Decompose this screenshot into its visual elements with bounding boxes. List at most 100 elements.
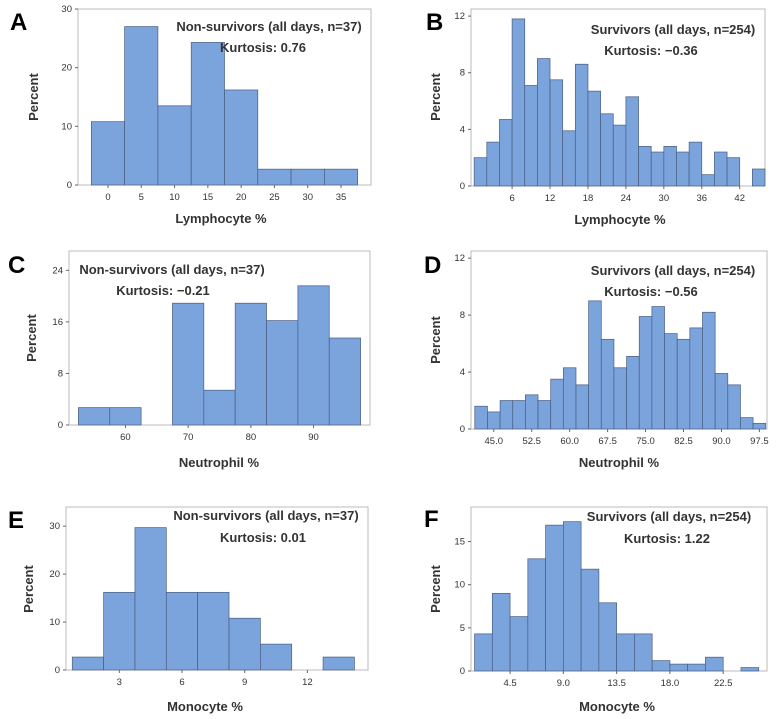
y-tick-label: 0 (460, 666, 465, 677)
histogram-bar (524, 85, 538, 187)
x-axis-label: Neutrophil % (579, 455, 660, 470)
x-tick-label: 52.5 (522, 436, 541, 447)
y-tick-label: 5 (460, 623, 465, 634)
histogram-bar (491, 592, 511, 672)
x-tick-label: 67.5 (598, 436, 617, 447)
x-axis-label: Monocyte % (579, 699, 655, 714)
x-axis-label: Neutrophil % (179, 455, 260, 470)
y-tick-label: 30 (61, 4, 72, 15)
panel-d: 0 4 8 12 45.0 52.5 60.0 67.5 75.0 82.5 90.0 97.5 D Su… (424, 250, 769, 470)
panel-letter: D (424, 252, 441, 279)
histogram-bar (550, 378, 564, 430)
y-tick-label: 12 (454, 11, 465, 22)
x-tick-label: 12 (545, 193, 556, 204)
histogram-bar (740, 417, 754, 430)
y-tick-label: 10 (61, 121, 72, 132)
panel-letter: E (8, 507, 24, 534)
x-tick-label: 3 (117, 677, 122, 688)
x-tick-label: 20 (236, 192, 247, 203)
x-tick-label: 35 (336, 192, 347, 203)
histogram-bar (625, 96, 639, 187)
panel-letter: F (424, 506, 439, 533)
kurtosis-annotation: Kurtosis: 1.22 (624, 531, 710, 546)
x-tick-label: 60.0 (560, 436, 579, 447)
panel-a: 0 10 20 30 0 5 10 15 20 25 30 35 A Non-survivors (all… (10, 4, 372, 226)
histogram-bar (124, 26, 159, 186)
histogram-bar (324, 168, 359, 186)
histogram-bar (134, 527, 167, 671)
histogram-bar (587, 90, 601, 187)
y-tick-label: 0 (55, 665, 60, 676)
histogram-bar (740, 667, 760, 672)
histogram-bar (613, 367, 627, 430)
histogram-bar (638, 316, 653, 430)
x-tick-label: 30 (302, 192, 313, 203)
panel-letter: B (426, 9, 443, 36)
histogram-bar (545, 524, 564, 672)
x-axis-label: Lymphocyte % (175, 211, 267, 226)
x-tick-label: 13.5 (607, 678, 626, 689)
x-tick-label: 15 (203, 192, 214, 203)
histogram-bar (562, 367, 577, 430)
y-axis-label: Percent (428, 315, 443, 363)
histogram-bar (638, 146, 652, 187)
histogram-bar (702, 311, 716, 430)
x-tick-label: 22.5 (714, 678, 733, 689)
histogram-bar (78, 407, 111, 426)
histogram-bar (165, 591, 199, 671)
x-tick-label: 42 (734, 193, 745, 204)
histogram-bar (598, 602, 617, 672)
x-tick-label: 9 (242, 677, 247, 688)
histogram-bar (322, 656, 355, 671)
kurtosis-annotation: Kurtosis: −0.56 (604, 284, 698, 299)
histogram-bar (705, 656, 724, 672)
x-tick-label: 4.5 (503, 678, 516, 689)
kurtosis-annotation: Kurtosis: −0.21 (116, 283, 210, 298)
histogram-bar (157, 105, 192, 186)
y-axis-label: Percent (428, 72, 443, 120)
histogram-bar (537, 400, 552, 430)
x-tick-label: 97.5 (750, 436, 769, 447)
histogram-bar (71, 656, 104, 671)
histogram-bar (537, 58, 551, 187)
x-axis-label: Monocyte % (167, 699, 243, 714)
panel-letter: C (8, 252, 25, 279)
histogram-bar (650, 151, 665, 187)
x-tick-label: 18 (583, 193, 594, 204)
x-tick-label: 30 (659, 193, 670, 204)
histogram-bar (562, 130, 576, 187)
histogram-bar (172, 302, 205, 426)
x-tick-label: 82.5 (674, 436, 693, 447)
histogram-bar (103, 591, 136, 671)
histogram-bar (257, 168, 292, 186)
x-tick-label: 18.0 (661, 678, 680, 689)
panel-letter: A (10, 9, 27, 36)
histogram-bar (109, 407, 142, 426)
y-axis-label: Percent (21, 564, 36, 612)
y-tick-label: 0 (460, 424, 465, 435)
histogram-bar (612, 124, 627, 187)
y-tick-label: 4 (460, 367, 465, 378)
x-axis-label: Lymphocyte % (574, 212, 666, 227)
x-tick-label: 36 (696, 193, 707, 204)
histogram-bar (512, 400, 526, 430)
panel-c: 0 8 16 24 60 70 80 90 C Non-survivors (all days, … (8, 250, 371, 470)
x-tick-label: 80 (246, 432, 257, 443)
histogram-bar (687, 663, 706, 672)
histogram-bar (588, 300, 602, 430)
histogram-bar (714, 151, 728, 187)
histogram-bar (634, 633, 653, 672)
histogram-bar (676, 151, 690, 187)
y-axis-label: Percent (428, 564, 443, 612)
histogram-bar (486, 141, 500, 187)
y-axis-label: Percent (24, 313, 39, 361)
histogram-bar (499, 400, 514, 430)
kurtosis-annotation: Kurtosis: 0.01 (220, 530, 306, 545)
histogram-bar (473, 157, 488, 187)
histogram-bar (600, 113, 614, 187)
histogram-bar (266, 320, 299, 426)
y-tick-label: 8 (460, 310, 465, 321)
histogram-bar (474, 405, 488, 430)
histogram-bar (228, 617, 261, 671)
histogram-bar (234, 302, 267, 426)
